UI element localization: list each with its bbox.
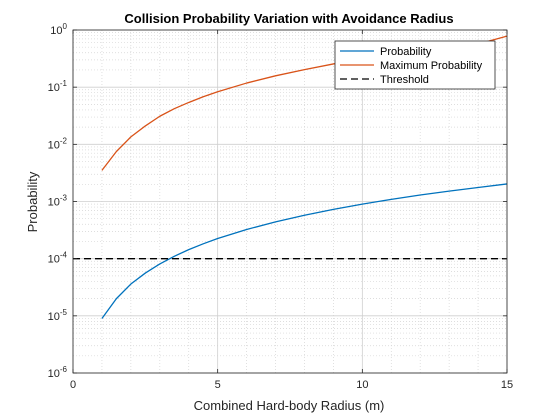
x-axis-label: Combined Hard-body Radius (m) [194, 398, 385, 413]
x-tick-label: 0 [70, 379, 76, 391]
x-ticks: 0 5 10 15 [70, 30, 513, 391]
y-tick-label: 10-2 [48, 136, 68, 151]
x-tick-label: 15 [501, 379, 513, 391]
y-tick-label: 100 [50, 22, 67, 37]
y-tick-label: 10-6 [48, 365, 68, 380]
y-tick-label: 10-3 [48, 194, 68, 209]
legend-label: Probability [380, 46, 432, 58]
y-tick-label: 10-5 [48, 308, 68, 323]
legend-label: Maximum Probability [380, 60, 483, 72]
y-tick-label: 10-1 [48, 79, 68, 94]
chart-title: Collision Probability Variation with Avo… [124, 11, 453, 26]
y-tick-label: 10-4 [48, 251, 68, 266]
legend-label: Threshold [380, 74, 429, 86]
y-axis-label: Probability [25, 171, 40, 232]
x-tick-label: 5 [215, 379, 221, 391]
x-tick-label: 10 [356, 379, 368, 391]
series-line-probability [101, 183, 508, 319]
legend: Probability Maximum Probability Threshold [334, 40, 496, 90]
y-ticks: 10-6 10-5 10-4 10-3 10-2 10-1 100 [48, 22, 507, 380]
